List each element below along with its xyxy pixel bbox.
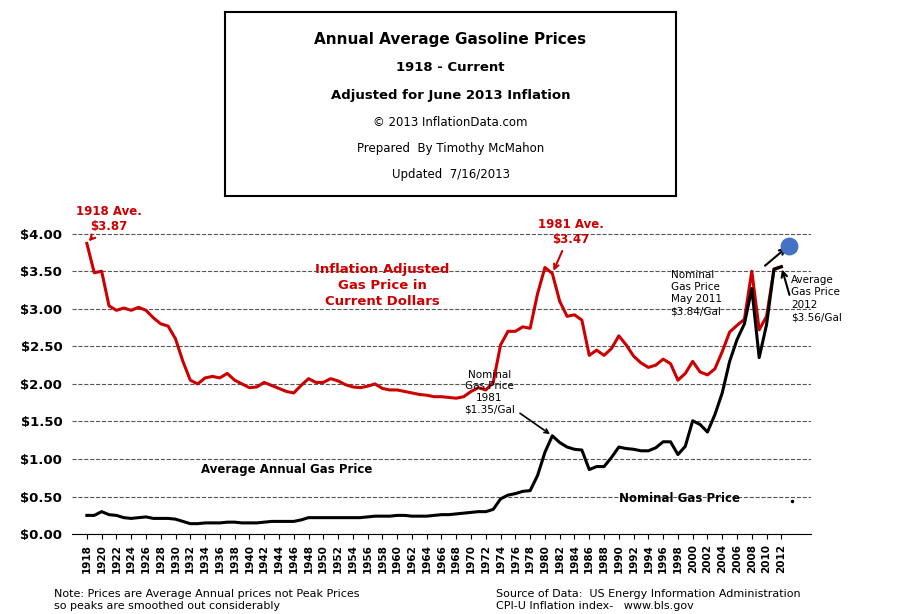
Text: Prepared  By Timothy McMahon: Prepared By Timothy McMahon — [357, 142, 544, 155]
Text: Average
Gas Price
2012
$3.56/Gal: Average Gas Price 2012 $3.56/Gal — [791, 275, 842, 322]
Text: Average Annual Gas Price: Average Annual Gas Price — [201, 462, 372, 476]
Text: Note: Prices are Average Annual prices not Peak Prices
so peaks are smoothed out: Note: Prices are Average Annual prices n… — [54, 589, 359, 611]
Point — [781, 241, 796, 251]
Text: Nominal
Gas Price
May 2011
$3.84/Gal: Nominal Gas Price May 2011 $3.84/Gal — [670, 270, 722, 317]
Text: Source of Data:  US Energy Information Administration
CPI-U Inflation index-   w: Source of Data: US Energy Information Ad… — [496, 589, 800, 611]
Text: © 2013 InflationData.com: © 2013 InflationData.com — [373, 116, 528, 130]
Text: Annual Average Gasoline Prices: Annual Average Gasoline Prices — [314, 33, 587, 47]
Text: 1981 Ave.
$3.47: 1981 Ave. $3.47 — [538, 218, 604, 269]
Text: Inflation Adjusted
Gas Price in
Current Dollars: Inflation Adjusted Gas Price in Current … — [315, 263, 450, 308]
Text: Adjusted for June 2013 Inflation: Adjusted for June 2013 Inflation — [331, 88, 570, 102]
Text: Nominal Gas Price: Nominal Gas Price — [619, 492, 740, 505]
Text: Updated  7/16/2013: Updated 7/16/2013 — [392, 168, 509, 181]
Text: 1918 - Current: 1918 - Current — [396, 61, 505, 74]
Text: Nominal
Gas Price
1981
$1.35/Gal: Nominal Gas Price 1981 $1.35/Gal — [464, 370, 549, 433]
Text: 1918 Ave.
$3.87: 1918 Ave. $3.87 — [76, 205, 142, 239]
